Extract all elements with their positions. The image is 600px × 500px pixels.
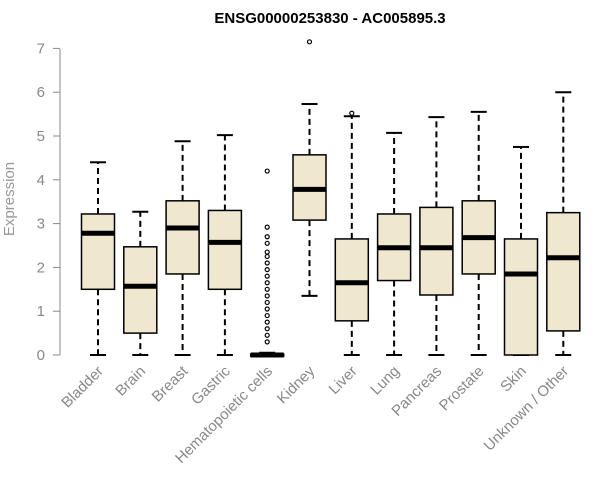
- box-group: [80, 39, 581, 358]
- box-iqr: [334, 238, 370, 322]
- outlier-point: [264, 293, 270, 299]
- outlier-point: [264, 319, 270, 325]
- outlier-point: [264, 234, 270, 240]
- outlier-point: [264, 332, 270, 338]
- x-tick-label: Prostate: [436, 363, 488, 415]
- box-liver: [334, 110, 370, 356]
- outlier-point: [306, 39, 313, 45]
- x-tick-label: Lung: [367, 363, 403, 399]
- y-tick-label: 1: [37, 303, 45, 320]
- box-iqr: [503, 238, 539, 356]
- y-tick-label: 5: [37, 128, 45, 145]
- x-tick-label: Liver: [326, 363, 361, 398]
- outlier-point: [264, 273, 270, 279]
- x-tick-label: Skin: [497, 363, 530, 396]
- outlier-point: [264, 240, 270, 246]
- x-tick-label: Brain: [112, 363, 149, 400]
- outlier-point: [264, 280, 270, 286]
- chart-title: ENSG00000253830 - AC005895.3: [214, 10, 445, 27]
- box-iqr: [165, 200, 200, 275]
- box-iqr: [546, 211, 581, 332]
- box-skin: [503, 145, 539, 356]
- box-kidney: [292, 39, 327, 297]
- outlier-point: [264, 260, 270, 266]
- box-breast: [165, 140, 200, 356]
- x-tick-label: Breast: [149, 362, 192, 405]
- y-axis: 0 1 2 3 4 5 6 7: [37, 40, 60, 364]
- outlier-point: [264, 326, 270, 332]
- outlier-point: [264, 266, 270, 273]
- outlier-point: [349, 110, 355, 116]
- box-bladder: [80, 161, 116, 356]
- y-tick-label: 3: [37, 216, 45, 233]
- box-pancreas: [419, 116, 454, 356]
- y-tick-label: 7: [37, 40, 45, 57]
- box-lung: [376, 131, 412, 356]
- box-gastric: [207, 134, 243, 356]
- box-iqr: [207, 209, 243, 291]
- x-tick-label: Kidney: [274, 362, 319, 407]
- outlier-point: [264, 299, 270, 306]
- outlier-point: [264, 312, 270, 319]
- box-prostate: [461, 110, 496, 356]
- y-tick-label: 2: [37, 259, 45, 276]
- outlier-point: [264, 253, 270, 260]
- box-iqr: [123, 246, 158, 334]
- y-axis-title: Expression: [1, 162, 18, 236]
- box-unknown-other: [546, 91, 581, 356]
- outlier-point: [264, 168, 270, 174]
- outlier-point: [264, 249, 270, 255]
- y-tick-label: 0: [37, 347, 45, 364]
- outlier-point: [264, 339, 270, 345]
- y-tick-label: 4: [37, 172, 45, 189]
- outlier-point: [264, 286, 270, 292]
- outlier-point: [264, 224, 270, 230]
- box-hematopoietic-cells: [249, 168, 285, 358]
- box-brain: [123, 210, 158, 356]
- box-iqr: [80, 213, 116, 291]
- y-tick-label: 6: [37, 84, 45, 101]
- x-tick-label: Bladder: [58, 363, 107, 412]
- outlier-point: [264, 306, 270, 312]
- box-iqr: [419, 206, 454, 296]
